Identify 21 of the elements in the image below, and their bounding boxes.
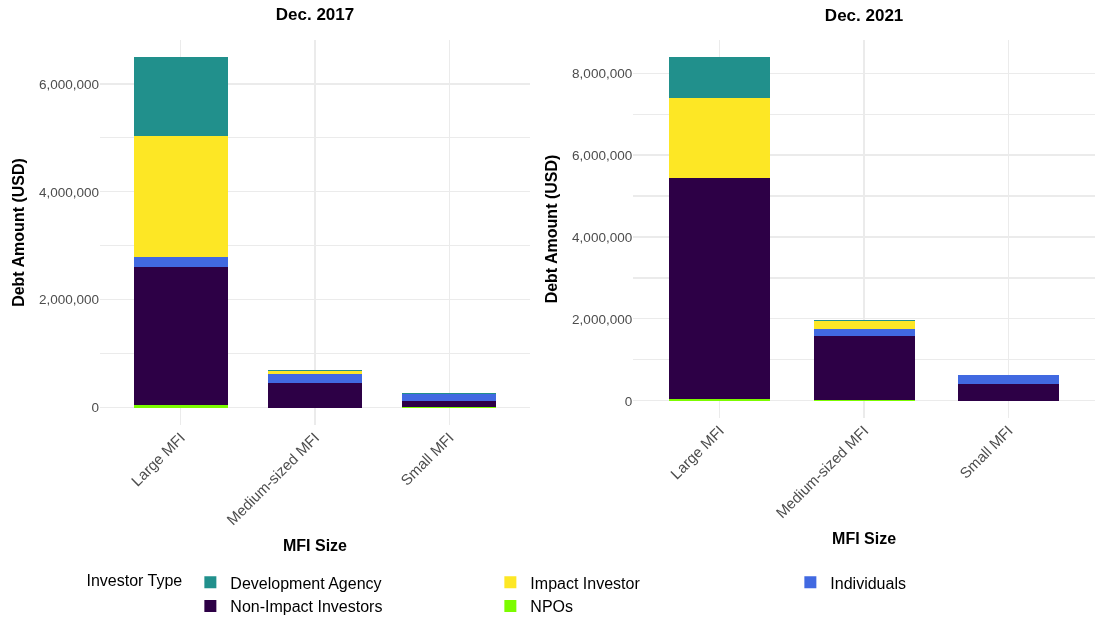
y-tick-label: 4,000,000 <box>38 184 99 200</box>
chart-title: Dec. 2021 <box>824 6 904 26</box>
legend-label: Impact Investor <box>530 574 641 592</box>
legend-label: Non-Impact Investors <box>230 598 383 616</box>
y-tick-label: 2,000,000 <box>572 311 633 327</box>
y-axis-title: Debt Amount (USD) <box>9 158 27 307</box>
y-axis-title: Debt Amount (USD) <box>543 154 561 304</box>
legend-label: NPOs <box>530 598 574 616</box>
x-axis-title: MFI Size <box>832 529 897 547</box>
y-tick-label: 2,000,000 <box>38 292 99 308</box>
y-tick-label: 0 <box>624 393 633 409</box>
legend-label: Development Agency <box>230 574 382 592</box>
y-tick-label: 8,000,000 <box>572 65 633 81</box>
y-tick-label: 6,000,000 <box>572 147 633 163</box>
x-axis-title: MFI Size <box>282 536 348 554</box>
legend-label: Individuals <box>830 574 906 592</box>
y-tick-label: 6,000,000 <box>38 76 99 92</box>
chart-title: Dec. 2017 <box>275 5 355 25</box>
y-tick-label: 4,000,000 <box>572 229 633 245</box>
y-tick-label: 0 <box>91 400 99 416</box>
legend-title: Investor Type <box>86 572 183 590</box>
